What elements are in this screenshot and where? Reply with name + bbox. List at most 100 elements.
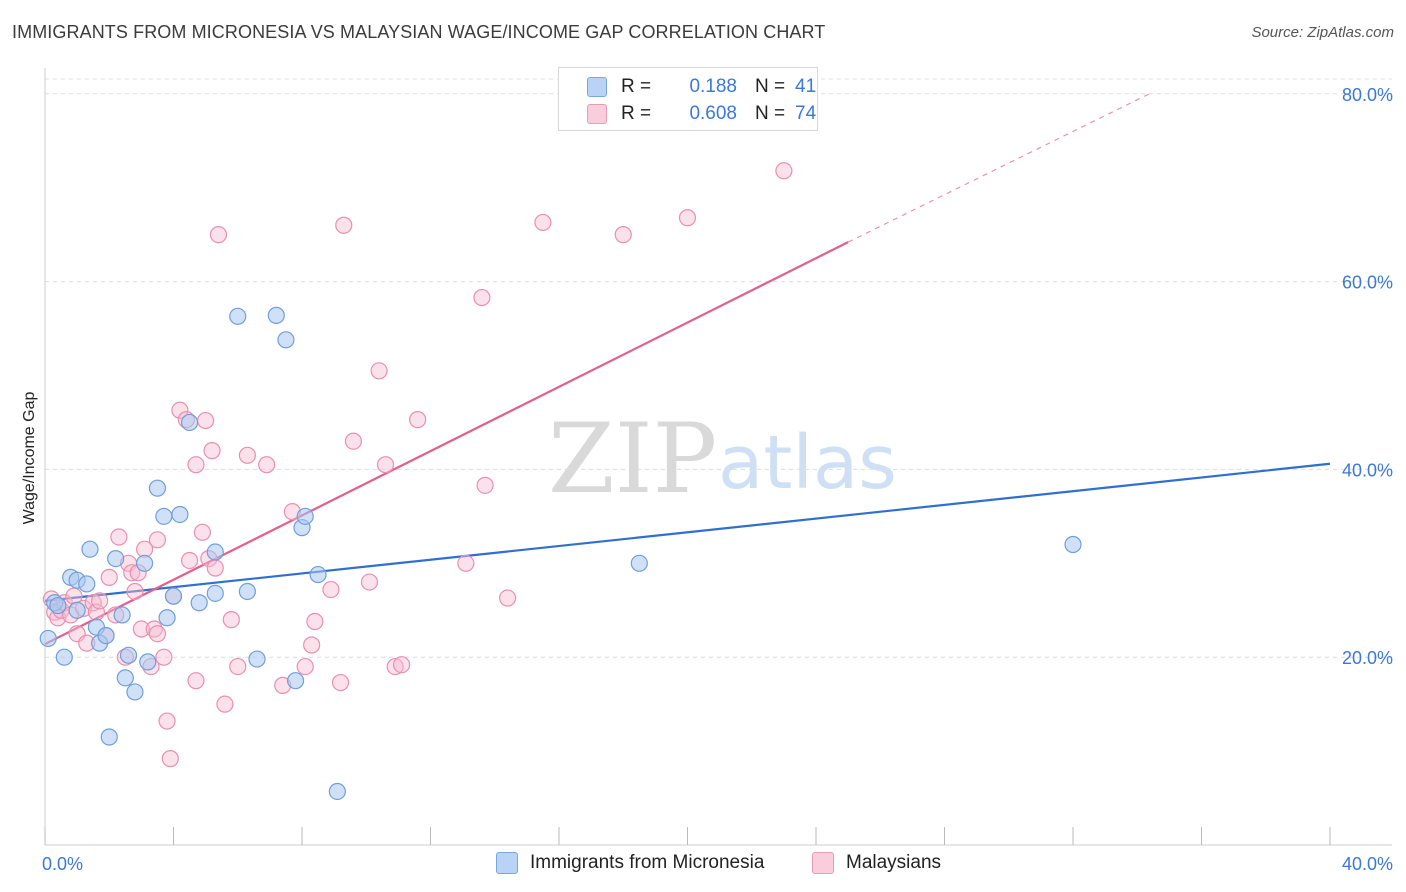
point-micronesia [113, 606, 131, 624]
data-points [39, 162, 1082, 801]
point-micronesia [158, 609, 176, 627]
point-micronesia [286, 672, 305, 690]
point-micronesia [55, 648, 73, 666]
point-malaysians [209, 226, 228, 244]
point-micronesia [100, 728, 118, 746]
axes [44, 68, 1392, 846]
y-tick-label: 40.0% [1342, 460, 1393, 480]
watermark-atlas: atlas [718, 420, 897, 506]
point-malaysians [296, 657, 314, 676]
point-malaysians [386, 657, 404, 676]
point-micronesia [630, 554, 648, 572]
legend: R = 0.188 N = 41 R = 0.608 N = 74 [558, 67, 818, 131]
point-malaysians [678, 209, 697, 227]
point-malaysians [473, 288, 491, 307]
point-malaysians [155, 648, 173, 666]
point-micronesia [328, 782, 346, 801]
point-malaysians [100, 568, 118, 586]
point-micronesia [229, 307, 247, 325]
legend-swatch-pink [587, 104, 607, 124]
point-micronesia [277, 331, 295, 349]
point-malaysians [360, 573, 379, 591]
point-malaysians [344, 432, 362, 450]
bottom-legend-label-blue: Immigrants from Micronesia [530, 852, 765, 873]
watermark-zip: ZIP [548, 403, 717, 515]
point-malaysians [148, 531, 167, 549]
bottom-legend-swatch-blue [496, 852, 518, 874]
point-malaysians [193, 523, 212, 541]
point-micronesia [135, 554, 154, 572]
point-malaysians [306, 612, 324, 631]
point-malaysians [84, 594, 102, 612]
trend-line-malaysians-extension [847, 91, 1154, 243]
point-micronesia [248, 650, 266, 668]
point-malaysians [322, 580, 340, 599]
point-micronesia [78, 575, 96, 593]
source-label: Source: ZipAtlas.com [1251, 24, 1394, 41]
point-micronesia [116, 669, 134, 687]
point-malaysians [476, 476, 494, 494]
tick-labels: 20.0% 40.0% 60.0% 80.0% 0.0% 40.0% [42, 85, 1393, 874]
point-malaysians [258, 456, 276, 474]
point-malaysians [238, 446, 256, 464]
point-malaysians [148, 625, 167, 643]
point-malaysians [222, 611, 240, 629]
point-malaysians [91, 592, 109, 610]
legend-r-label: R = [621, 103, 652, 124]
bottom-legend-blue: Immigrants from Micronesia [496, 852, 764, 874]
point-malaysians [161, 750, 179, 768]
bottom-legend-swatch-pink [812, 852, 834, 874]
point-malaysians [335, 216, 353, 234]
point-malaysians [187, 456, 205, 474]
legend-r-value: 0.188 [689, 76, 737, 97]
x-tick-label-max: 40.0% [1342, 854, 1393, 874]
point-malaysians [123, 564, 141, 582]
bottom-legend-label-pink: Malaysians [846, 852, 942, 873]
point-malaysians [303, 636, 321, 654]
point-micronesia [164, 587, 183, 605]
point-malaysians [145, 620, 163, 638]
point-micronesia [39, 629, 57, 648]
legend-r-value: 0.608 [689, 103, 737, 124]
point-micronesia [180, 413, 199, 432]
point-micronesia [81, 540, 99, 558]
point-micronesia [206, 543, 224, 561]
point-malaysians [187, 672, 205, 690]
x-tick-label-min: 0.0% [42, 854, 83, 874]
point-micronesia [190, 594, 208, 612]
trend-line-micronesia [44, 462, 1331, 602]
point-micronesia [49, 596, 67, 615]
point-micronesia [267, 306, 285, 324]
trend-line-malaysians [44, 241, 849, 646]
point-malaysians [331, 673, 350, 692]
point-malaysians [203, 442, 221, 460]
point-micronesia [126, 683, 144, 701]
point-malaysians [216, 695, 234, 713]
legend-row-blue: R = 0.188 N = 41 [587, 74, 816, 100]
legend-row-pink: R = 0.608 N = 74 [587, 101, 816, 127]
point-malaysians [180, 551, 199, 570]
legend-n-label: N = [755, 76, 786, 97]
point-malaysians [392, 656, 411, 674]
point-malaysians [499, 589, 517, 607]
point-malaysians [376, 456, 395, 474]
point-micronesia [296, 507, 314, 525]
y-tick-label: 20.0% [1342, 648, 1393, 668]
legend-n-value: 74 [795, 103, 817, 124]
point-malaysians [457, 554, 475, 572]
point-micronesia [119, 646, 138, 664]
point-malaysians [110, 528, 128, 546]
watermark: ZIP atlas [548, 403, 897, 515]
point-malaysians [126, 582, 144, 601]
point-micronesia [139, 653, 157, 671]
gridlines [45, 78, 1392, 658]
point-micronesia [206, 584, 224, 602]
point-micronesia [1064, 535, 1082, 554]
point-micronesia [155, 507, 173, 525]
point-malaysians [158, 712, 176, 730]
point-micronesia [107, 549, 125, 568]
point-micronesia [238, 582, 256, 601]
point-malaysians [132, 620, 150, 638]
point-malaysians [614, 226, 632, 244]
